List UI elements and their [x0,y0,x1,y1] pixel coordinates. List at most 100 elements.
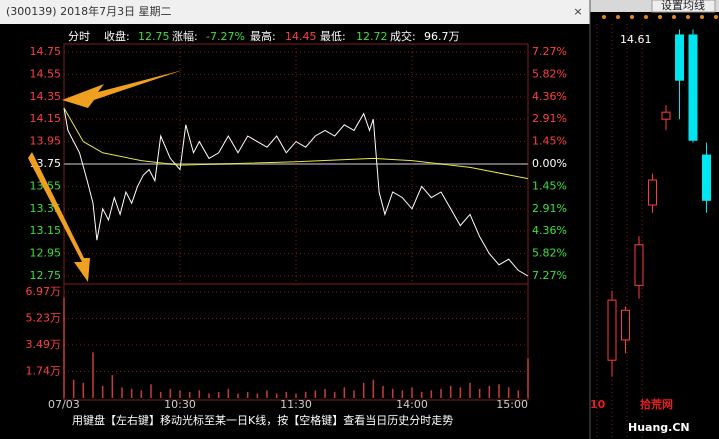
volume-bar [159,391,162,398]
x-tick-label: 11:30 [280,398,312,411]
y-tick-label: 3.49万 [26,338,62,351]
volume-bar [440,388,442,398]
y-tick-label: 13.15 [30,224,62,237]
volume-bar [111,375,114,398]
volume-bar [275,393,278,398]
info-value: 14.45 [285,30,317,43]
volume-bar [295,393,297,398]
info-mode: 分时 [68,30,90,43]
close-button[interactable]: × [573,5,582,18]
plots: 14.7514.5514.3514.1513.9513.7513.5513.35… [26,29,711,411]
volume-bar [92,352,94,398]
watermark: 10 [590,398,606,411]
y2-tick-label: 1.45% [532,135,567,148]
candle-body [648,179,657,206]
info-label: 涨幅: [172,30,198,43]
y-tick-label: 5.23万 [26,311,62,324]
price-line [63,107,529,277]
volume-bar [130,388,133,398]
y2-tick-label: 5.82% [532,247,567,260]
volume-bar [411,387,413,398]
volume-bar [188,391,191,398]
volume-bar [227,388,230,398]
y-tick-label: 12.95 [30,247,62,260]
watermark: 拾荒网 [640,397,673,411]
volume-bar [237,393,239,398]
high-annotation: 14.61 [620,33,652,46]
volume-bar [488,385,491,398]
y2-tick-label: 5.82% [532,67,567,80]
info-value: -7.27% [206,30,245,43]
volume-bar [179,390,181,398]
candle-body [634,244,644,286]
annotation-arrow [62,70,183,108]
y-tick-label: 14.75 [30,45,62,58]
volume-bar [527,358,529,398]
volume-bar [246,391,249,398]
volume-bar [169,388,172,398]
volume-bar [324,388,326,398]
volume-bar [372,379,375,398]
volume-bar [198,390,201,398]
ma-button[interactable] [651,0,716,13]
info-label: 最高: [250,29,276,43]
title-bar [0,0,590,24]
volume-bar [517,390,520,398]
volume-bar [343,387,346,398]
volume-bar [150,384,152,398]
info-value: 96.7万 [424,30,460,43]
price-line [63,107,529,180]
volume-bar [82,382,85,398]
volume-bar [401,390,404,398]
info-label: 收盘: [104,29,130,43]
y2-tick-label: 4.36% [532,90,567,103]
y-tick-label: 6.97万 [26,285,62,298]
y-tick-label: 14.15 [30,112,62,125]
footer-hint: 用键盘【左右键】移动光标至某一日K线，按【空格键】查看当日历史分时走势 [72,413,453,427]
y2-tick-label: 0.00% [532,157,567,170]
volume-bar [333,391,336,398]
info-value: 12.72 [356,30,388,43]
y2-tick-label: 4.36% [532,224,567,237]
candle-body [688,34,698,141]
volume-bar [217,391,220,398]
x-tick-label: 07/03 [48,398,80,411]
volume-bar [507,387,510,398]
volume-bar [459,387,462,398]
y2-tick-label: 7.27% [532,269,567,282]
window-title: (300139) 2018年7月3日 星期二 [6,4,172,18]
y-tick-label: 14.55 [30,67,62,80]
volume-bar [256,393,259,398]
volume-bar [353,390,355,398]
volume-bar [208,393,210,398]
y2-tick-label: 1.45% [532,179,567,192]
candle-body [607,299,617,361]
y-tick-label: 14.35 [30,90,62,103]
volume-bar [101,385,104,398]
volume-bar [391,388,394,398]
info-label: 成交: [390,29,416,43]
volume-bar [72,379,75,398]
volume-bar [285,391,288,398]
volume-bar [498,384,500,398]
ma-button-label[interactable]: 设置均线 [661,0,705,12]
info-value: 12.75 [138,30,170,43]
info-label: 最低: [320,30,346,43]
watermark: Huang.CN [628,421,690,434]
candle-body [621,309,630,341]
y2-tick-label: 2.91% [532,202,567,215]
volume-bar [478,388,481,398]
annotation-arrow [28,152,90,282]
y-tick-label: 12.75 [30,269,62,282]
volume-bar [266,390,268,398]
candle-body [661,111,671,120]
volume-bar [121,387,123,398]
candle-body [675,34,684,81]
y-tick-label: 1.74万 [26,365,62,378]
volume-bar [304,391,307,398]
candle-body [702,154,711,201]
volume-bar [382,385,384,398]
dot-row [602,15,718,19]
